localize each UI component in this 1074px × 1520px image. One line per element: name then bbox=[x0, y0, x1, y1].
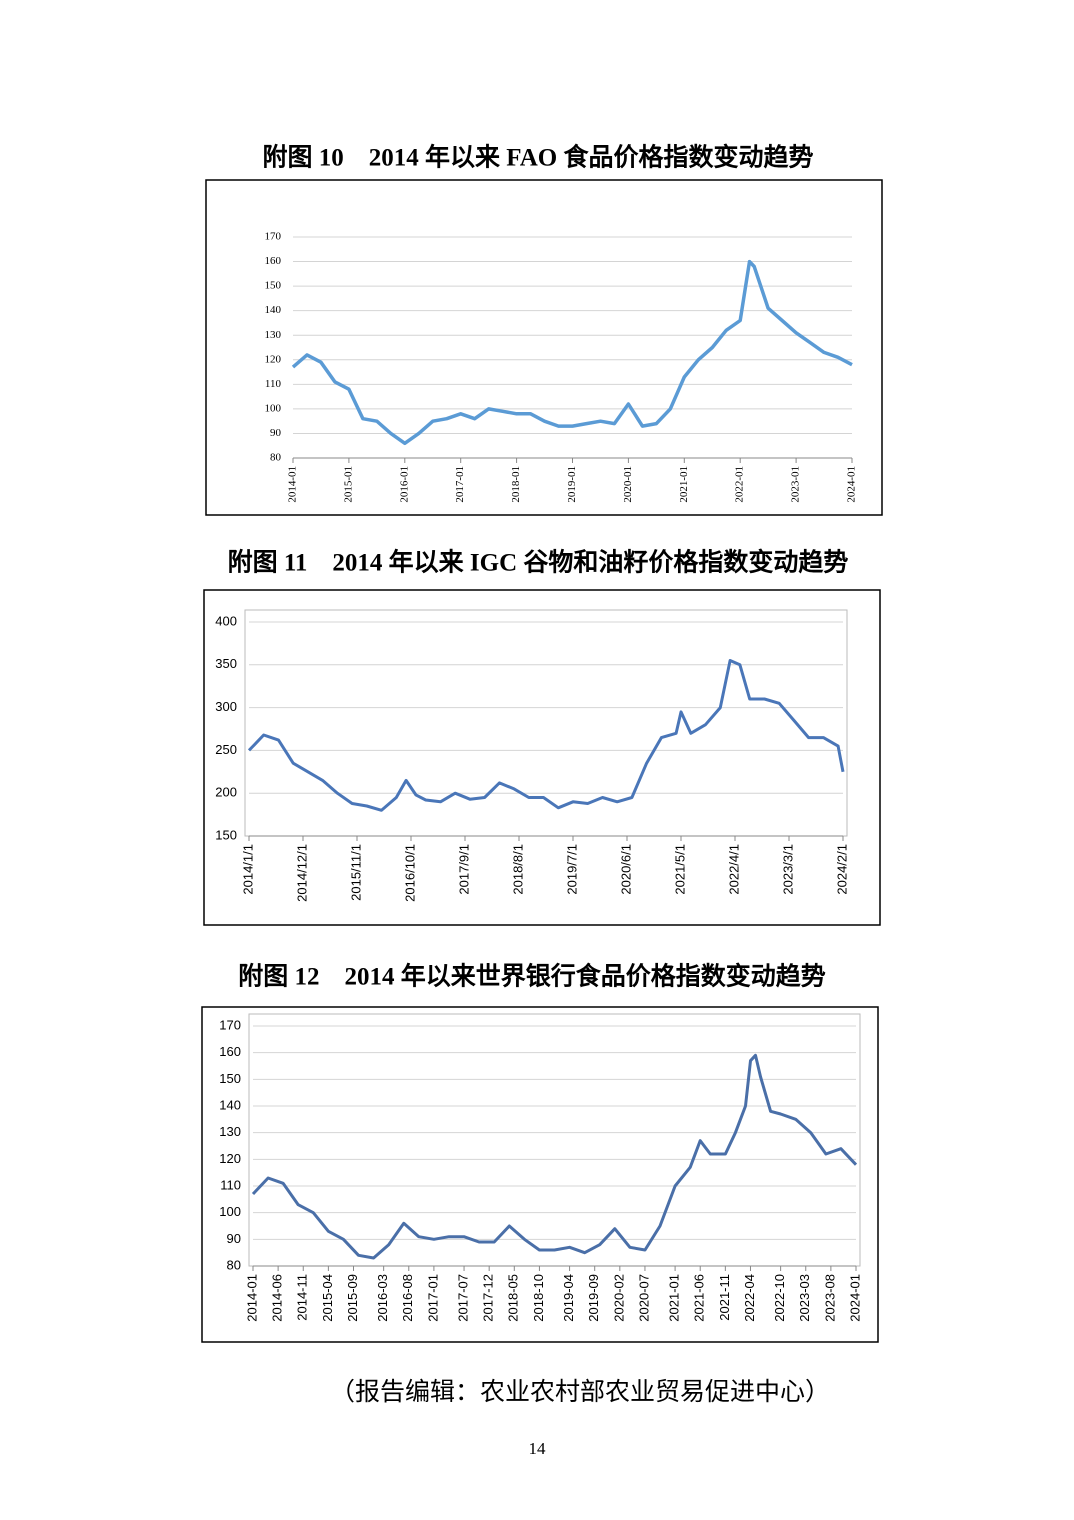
chart-frame bbox=[203, 589, 881, 926]
y-tick-label: 80 bbox=[270, 452, 282, 464]
y-tick-label: 250 bbox=[215, 742, 237, 757]
y-tick-label: 110 bbox=[265, 378, 282, 390]
x-tick-label: 2014-01 bbox=[287, 466, 299, 503]
page-number: 14 bbox=[529, 1439, 547, 1458]
x-tick-label: 2019-09 bbox=[586, 1274, 601, 1322]
data-line bbox=[291, 259, 853, 446]
y-tick-label: 350 bbox=[215, 656, 237, 671]
y-tick-label: 160 bbox=[219, 1044, 241, 1059]
y-tick-label: 140 bbox=[219, 1097, 241, 1112]
x-tick-label: 2017-12 bbox=[481, 1274, 496, 1322]
data-line bbox=[247, 659, 845, 812]
x-tick-label: 2018-01 bbox=[510, 466, 522, 503]
x-tick-label: 2022-01 bbox=[734, 466, 746, 503]
x-tick-label: 2017-01 bbox=[425, 1274, 440, 1322]
x-tick-label: 2021/5/1 bbox=[672, 844, 687, 895]
x-tick-label: 2020-07 bbox=[636, 1274, 651, 1322]
x-tick-label: 2016-03 bbox=[375, 1274, 390, 1322]
x-tick-label: 2023-03 bbox=[797, 1274, 812, 1322]
plot-frame bbox=[248, 1013, 861, 1267]
x-tick-label: 2017-07 bbox=[455, 1274, 470, 1322]
y-tick-label: 100 bbox=[219, 1204, 241, 1219]
y-tick-label: 200 bbox=[215, 785, 237, 800]
chart-frame bbox=[205, 179, 883, 516]
x-tick-label: 2014/1/1 bbox=[240, 844, 255, 895]
x-tick-label: 2022/4/1 bbox=[726, 844, 741, 895]
x-tick-label: 2019-04 bbox=[561, 1274, 576, 1322]
x-tick-label: 2021-06 bbox=[692, 1274, 707, 1322]
x-tick-label: 2023-08 bbox=[822, 1274, 837, 1322]
x-tick-label: 2014-01 bbox=[244, 1274, 259, 1322]
x-tick-label: 2019/7/1 bbox=[564, 844, 579, 895]
x-tick-label: 2024-01 bbox=[846, 466, 858, 503]
y-tick-label: 90 bbox=[270, 427, 282, 439]
x-tick-label: 2024/2/1 bbox=[834, 844, 849, 895]
y-tick-label: 150 bbox=[265, 280, 282, 292]
x-tick-label: 2020-02 bbox=[611, 1274, 626, 1322]
y-tick-label: 150 bbox=[219, 1071, 241, 1086]
x-tick-label: 2021-01 bbox=[678, 466, 690, 503]
x-tick-label: 2016-01 bbox=[398, 466, 410, 503]
x-tick-label: 2018-10 bbox=[531, 1274, 546, 1322]
x-tick-label: 2015-01 bbox=[342, 466, 354, 503]
x-tick-label: 2018-05 bbox=[506, 1274, 521, 1322]
y-tick-label: 130 bbox=[265, 329, 282, 341]
x-tick-label: 2015/11/1 bbox=[348, 844, 363, 901]
y-tick-label: 170 bbox=[219, 1017, 241, 1032]
plot-frame bbox=[244, 609, 848, 837]
y-tick-label: 150 bbox=[215, 827, 237, 842]
x-tick-label: 2017-01 bbox=[454, 466, 466, 503]
y-tick-label: 120 bbox=[219, 1151, 241, 1166]
chart-title: 附图 11 2014 年以来 IGC 谷物和油籽价格指数变动趋势 bbox=[228, 548, 849, 577]
y-tick-label: 90 bbox=[227, 1231, 241, 1246]
x-tick-label: 2014-06 bbox=[270, 1274, 285, 1322]
x-tick-label: 2014/12/1 bbox=[294, 844, 309, 902]
x-tick-label: 2016/10/1 bbox=[402, 844, 417, 902]
y-tick-label: 300 bbox=[215, 699, 237, 714]
x-tick-label: 2022-04 bbox=[742, 1274, 757, 1322]
x-tick-label: 2021-11 bbox=[717, 1274, 732, 1321]
x-tick-label: 2016-08 bbox=[400, 1274, 415, 1322]
x-tick-label: 2023-01 bbox=[790, 466, 802, 503]
x-tick-label: 2020/6/1 bbox=[618, 844, 633, 895]
x-tick-label: 2022-10 bbox=[772, 1274, 787, 1322]
x-tick-label: 2020-01 bbox=[622, 466, 634, 503]
x-tick-label: 2015-04 bbox=[320, 1274, 335, 1322]
y-tick-label: 170 bbox=[265, 231, 282, 243]
x-tick-label: 2018/8/1 bbox=[510, 844, 525, 895]
x-tick-label: 2024-01 bbox=[847, 1274, 862, 1322]
y-tick-label: 160 bbox=[265, 255, 282, 267]
chart-title: 附图 10 2014 年以来 FAO 食品价格指数变动趋势 bbox=[263, 143, 814, 172]
x-tick-label: 2019-01 bbox=[566, 466, 578, 503]
y-tick-label: 120 bbox=[265, 353, 282, 365]
x-tick-label: 2015-09 bbox=[345, 1274, 360, 1322]
y-tick-label: 130 bbox=[219, 1124, 241, 1139]
x-tick-label: 2023/3/1 bbox=[780, 844, 795, 895]
y-tick-label: 400 bbox=[215, 613, 237, 628]
y-tick-label: 140 bbox=[265, 304, 282, 316]
footer: （报告编辑：农业农村部农业贸易促进中心） bbox=[330, 1377, 830, 1406]
x-tick-label: 2021-01 bbox=[667, 1274, 682, 1322]
y-tick-label: 100 bbox=[265, 402, 282, 414]
chart-frame bbox=[201, 1006, 879, 1343]
y-tick-label: 110 bbox=[220, 1177, 241, 1192]
x-tick-label: 2017/9/1 bbox=[456, 844, 471, 895]
data-line bbox=[251, 1053, 858, 1260]
x-tick-label: 2014-11 bbox=[295, 1274, 310, 1321]
y-tick-label: 80 bbox=[227, 1257, 241, 1272]
chart-title: 附图 12 2014 年以来世界银行食品价格指数变动趋势 bbox=[238, 962, 826, 991]
